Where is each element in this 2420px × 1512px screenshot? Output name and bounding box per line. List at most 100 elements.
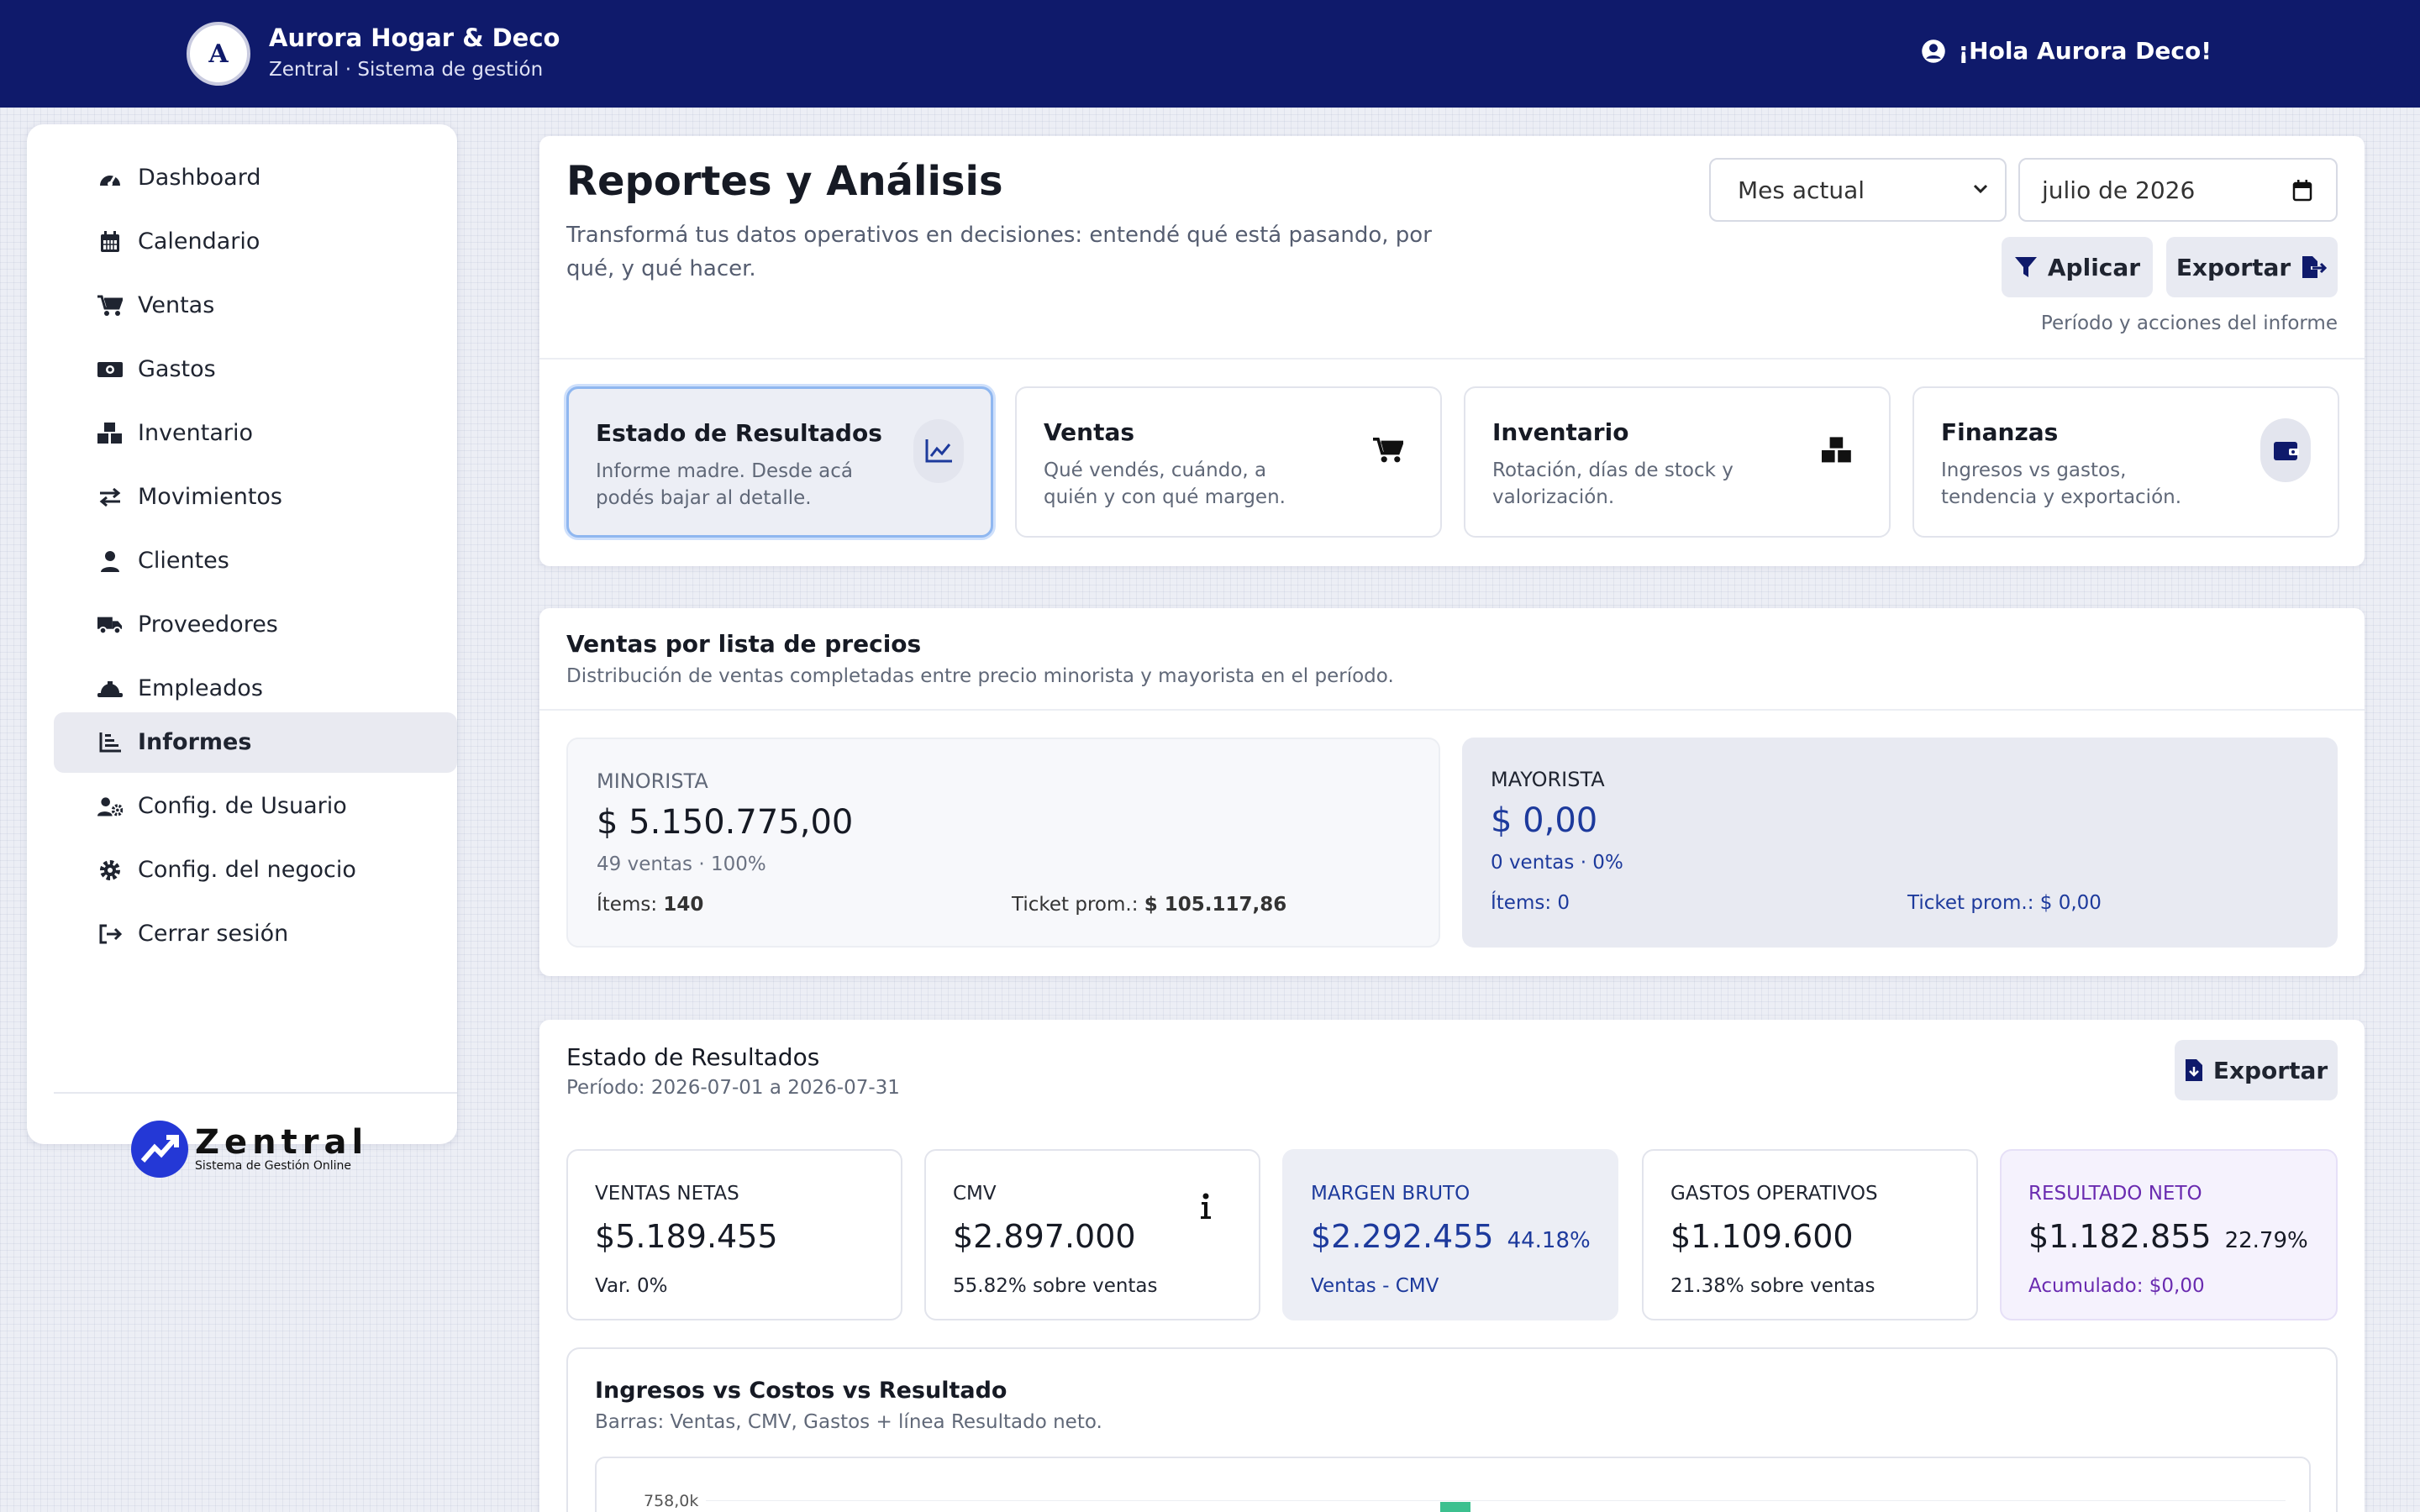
export-report-button[interactable]: Exportar bbox=[2166, 237, 2338, 297]
kpi-value: $2.897.000 bbox=[953, 1218, 1136, 1255]
income-export-label: Exportar bbox=[2212, 1056, 2328, 1084]
sidebar-divider bbox=[54, 1092, 457, 1094]
header-divider bbox=[539, 358, 2365, 360]
zentral-mark-icon bbox=[131, 1121, 188, 1178]
user-greeting[interactable]: ¡Hola Aurora Deco! bbox=[1921, 37, 2212, 65]
kpi-foot: Acumulado: $0,00 bbox=[2028, 1275, 2205, 1297]
kpi-label: VENTAS NETAS bbox=[595, 1183, 739, 1205]
report-card-desc: Qué vendés, cuándo, a quién y con qué ma… bbox=[1044, 459, 1286, 508]
wholesale-label: MAYORISTA bbox=[1491, 768, 1605, 791]
gridline bbox=[706, 1500, 2286, 1501]
retail-items: Ítems: 140 bbox=[597, 894, 704, 916]
report-card-title: Finanzas bbox=[1941, 418, 2059, 446]
arrows-icon bbox=[97, 486, 123, 509]
sidebar-item-label: Informes bbox=[138, 729, 252, 755]
logout-icon bbox=[97, 922, 123, 946]
sidebar-item-inventario[interactable]: Inventario bbox=[54, 403, 457, 464]
period-select[interactable]: Mes actual bbox=[1709, 158, 2007, 222]
user-circle-icon bbox=[1922, 39, 1946, 63]
kpi-foot: Var. 0% bbox=[595, 1275, 668, 1297]
sidebar-item-movimientos[interactable]: Movimientos bbox=[54, 467, 457, 528]
kpi-gastos-operativos: GASTOS OPERATIVOS $1.109.600 21.38% sobr… bbox=[1642, 1149, 1978, 1320]
price-list-card: Ventas por lista de precios Distribución… bbox=[539, 608, 2365, 976]
sidebar-item-clientes[interactable]: Clientes bbox=[54, 531, 457, 591]
kpi-margen-bruto: MARGEN BRUTO $2.292.455 44.18% Ventas - C… bbox=[1282, 1149, 1618, 1320]
kpi-value: $1.109.600 bbox=[1670, 1218, 1854, 1255]
sidebar-item-config-negocio[interactable]: Config. del negocio bbox=[54, 840, 457, 900]
income-title: Estado de Resultados bbox=[566, 1043, 820, 1071]
wholesale-box: MAYORISTA $ 0,00 0 ventas · 0% Ítems: 0 … bbox=[1462, 738, 2338, 948]
kpi-label: RESULTADO NETO bbox=[2028, 1183, 2202, 1205]
report-card-desc: Ingresos vs gastos, tendencia y exportac… bbox=[1941, 459, 2182, 508]
export-button-label: Exportar bbox=[2175, 253, 2291, 281]
file-download-icon bbox=[2185, 1059, 2202, 1081]
sidebar-item-calendario[interactable]: Calendario bbox=[54, 212, 457, 272]
calendar-icon[interactable] bbox=[2292, 180, 2312, 202]
sidebar-item-dashboard[interactable]: Dashboard bbox=[54, 148, 457, 208]
retail-box: MINORISTA $ 5.150.775,00 49 ventas · 100… bbox=[566, 738, 1440, 948]
system-name: Zentral · Sistema de gestión bbox=[269, 59, 544, 81]
month-input[interactable]: julio de 2026 bbox=[2018, 158, 2338, 222]
retail-label: MINORISTA bbox=[597, 769, 708, 793]
sidebar-item-config-usuario[interactable]: Config. de Usuario bbox=[54, 776, 457, 837]
report-card-finanzas[interactable]: Finanzas Ingresos vs gastos, tendencia y… bbox=[1912, 386, 2339, 538]
price-list-title: Ventas por lista de precios bbox=[566, 630, 922, 658]
kpi-label: MARGEN BRUTO bbox=[1311, 1183, 1470, 1205]
report-card-ventas[interactable]: Ventas Qué vendés, cuándo, a quién y con… bbox=[1015, 386, 1442, 538]
cart-icon bbox=[97, 294, 123, 318]
income-period: Período: 2026-07-01 a 2026-07-31 bbox=[566, 1077, 900, 1099]
sidebar-item-label: Calendario bbox=[138, 228, 260, 255]
kpi-label: CMV bbox=[953, 1183, 997, 1205]
reports-header-card: Reportes y Análisis Transformá tus datos… bbox=[539, 136, 2365, 566]
wholesale-meta: 0 ventas · 0% bbox=[1491, 852, 1623, 874]
sidebar-item-proveedores[interactable]: Proveedores bbox=[54, 595, 457, 655]
kpi-percent: 22.79% bbox=[2224, 1228, 2308, 1253]
kpi-resultado-neto: RESULTADO NETO $1.182.855 22.79% Acumulad… bbox=[2000, 1149, 2338, 1320]
kpi-value: $2.292.455 44.18% bbox=[1311, 1218, 1591, 1255]
business-name: Aurora Hogar & Deco bbox=[269, 24, 560, 52]
line-chart-icon bbox=[913, 419, 964, 483]
sidebar-item-label: Movimientos bbox=[138, 484, 282, 510]
sidebar: Dashboard Calendario Ventas Gastos Inven… bbox=[27, 124, 457, 1178]
report-card-title: Estado de Resultados bbox=[596, 419, 882, 447]
kpi-value: $1.182.855 22.79% bbox=[2028, 1218, 2308, 1255]
kpi-label: GASTOS OPERATIVOS bbox=[1670, 1183, 1878, 1205]
chevron-down-icon bbox=[1973, 184, 1988, 194]
chart-subtitle: Barras: Ventas, CMV, Gastos + línea Resu… bbox=[595, 1411, 1102, 1433]
report-card-desc: Rotación, días de stock y valorización. bbox=[1492, 459, 1733, 508]
actions-caption: Período y acciones del informe bbox=[2040, 312, 2338, 334]
kpi-foot: Ventas - CMV bbox=[1311, 1275, 1439, 1297]
sidebar-item-gastos[interactable]: Gastos bbox=[54, 339, 457, 400]
gauge-icon bbox=[97, 166, 123, 190]
report-card-title: Ventas bbox=[1044, 418, 1135, 446]
report-card-estado-resultados[interactable]: Estado de Resultados Informe madre. Desd… bbox=[566, 386, 993, 538]
info-icon[interactable] bbox=[1200, 1193, 1212, 1220]
zentral-logo: Zentral Sistema de Gestión Online bbox=[131, 1121, 368, 1178]
top-bar: A Aurora Hogar & Deco Zentral · Sistema … bbox=[0, 0, 2420, 108]
business-logo: A bbox=[187, 22, 250, 86]
sidebar-item-ventas[interactable]: Ventas bbox=[54, 276, 457, 336]
income-chart-card: Ingresos vs Costos vs Resultado Barras: … bbox=[566, 1347, 2338, 1512]
kpi-foot: 55.82% sobre ventas bbox=[953, 1275, 1158, 1297]
sidebar-item-label: Cerrar sesión bbox=[138, 921, 289, 947]
sidebar-item-label: Empleados bbox=[138, 675, 263, 701]
money-icon bbox=[97, 358, 123, 381]
sidebar-item-informes[interactable]: Informes bbox=[54, 712, 457, 773]
chart-plot-area: 758,0k bbox=[595, 1457, 2311, 1512]
sidebar-item-cerrar-sesion[interactable]: Cerrar sesión bbox=[54, 904, 457, 964]
user-gear-icon bbox=[97, 795, 123, 818]
retail-meta: 49 ventas · 100% bbox=[597, 853, 766, 875]
calendar-icon bbox=[97, 230, 123, 254]
chart-bar bbox=[1440, 1502, 1470, 1512]
sidebar-item-label: Config. del negocio bbox=[138, 857, 356, 883]
zentral-word: Zentral bbox=[195, 1123, 369, 1162]
apply-button[interactable]: Aplicar bbox=[2002, 237, 2153, 297]
retail-ticket: Ticket prom.: $ 105.117,86 bbox=[1012, 894, 1287, 916]
wholesale-items: Ítems: 0 bbox=[1491, 892, 1570, 914]
sidebar-item-empleados[interactable]: Empleados bbox=[54, 659, 457, 719]
wholesale-value: $ 0,00 bbox=[1491, 801, 1598, 840]
income-export-button[interactable]: Exportar bbox=[2175, 1040, 2338, 1100]
report-card-inventario[interactable]: Inventario Rotación, días de stock y val… bbox=[1464, 386, 1891, 538]
page-title: Reportes y Análisis bbox=[566, 158, 1003, 205]
page-subtitle: Transformá tus datos operativos en decis… bbox=[566, 223, 1432, 281]
